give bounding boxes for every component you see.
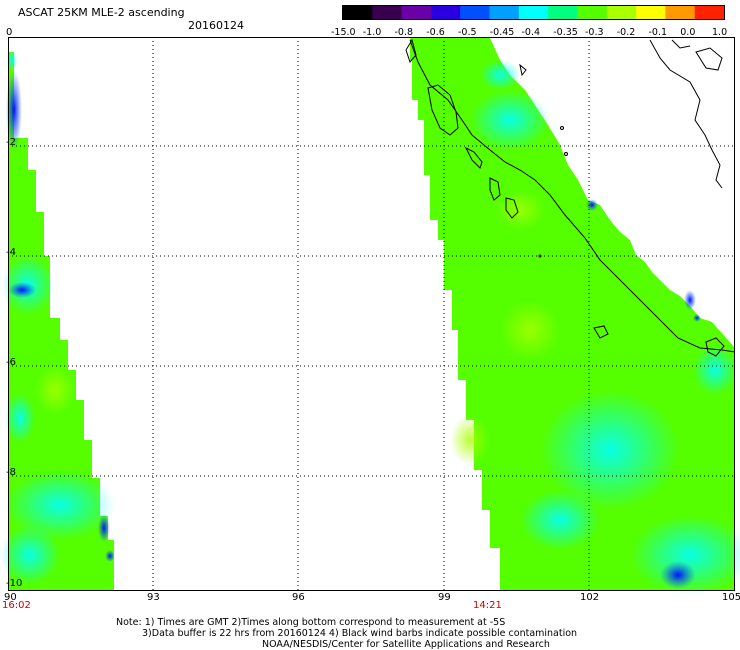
- colorbar-swatch: [665, 6, 696, 19]
- x-tick-label: 102: [580, 592, 600, 603]
- y-tick-label: -2: [6, 137, 16, 148]
- note-line-3: NOAA/NESDIS/Center for Satellite Applica…: [262, 639, 550, 650]
- colorbar-label: -0.45: [489, 27, 515, 38]
- colorbar-label: -0.4: [521, 27, 541, 38]
- colorbar-swatch: [548, 6, 578, 19]
- colorbar-swatch: [518, 6, 549, 19]
- x-tick-label: 99: [438, 592, 451, 603]
- x-tick-label: 96: [292, 592, 305, 603]
- map-date: 20160124: [188, 19, 244, 32]
- colorbar-label: 1.0: [712, 27, 728, 38]
- colorbar-swatch: [636, 6, 666, 19]
- plot-frame: [8, 37, 735, 591]
- note-line-2: 3)Data buffer is 22 hrs from 20160124 4)…: [142, 628, 578, 639]
- colorbar-label: -0.2: [616, 27, 636, 38]
- colorbar-swatch: [694, 6, 725, 19]
- map-title: ASCAT 25KM MLE-2 ascending: [18, 6, 185, 19]
- colorbar-swatch: [372, 6, 403, 19]
- colorbar-swatch: [460, 6, 491, 19]
- colorbar-frame: [342, 5, 725, 20]
- time-left: 16:02: [2, 600, 31, 611]
- note-line-1: Note: 1) Times are GMT 2)Times along bot…: [116, 617, 506, 628]
- colorbar-label: -0.3: [585, 27, 604, 38]
- grid-lines: [8, 37, 735, 590]
- colorbar-swatch: [577, 6, 608, 19]
- time-mid: 14:21: [473, 600, 502, 611]
- colorbar-label: -0.35: [553, 27, 578, 38]
- y-tick-label: -4: [6, 247, 16, 258]
- colorbar-swatch: [489, 6, 520, 19]
- colorbar-label: -15.0: [331, 27, 356, 38]
- y-tick-label: 0: [6, 27, 13, 38]
- colorbar-label: -0.8: [394, 27, 414, 38]
- x-tick-label: 105: [722, 592, 740, 603]
- y-tick-label: -10: [6, 578, 23, 589]
- coastline: [405, 38, 736, 357]
- colorbar-swatch: [430, 6, 461, 19]
- colorbar-swatches: [343, 6, 725, 19]
- colorbar-label: -0.5: [458, 27, 477, 38]
- left-swath: [0, 50, 115, 590]
- colorbar-swatch: [343, 6, 373, 19]
- colorbar-label: -0.1: [648, 27, 668, 38]
- y-tick-label: -8: [6, 467, 16, 478]
- colorbar-swatch: [401, 6, 432, 19]
- y-tick-label: -6: [6, 357, 16, 368]
- colorbar-label: 0.0: [680, 27, 696, 38]
- x-tick-label: 90: [4, 592, 17, 603]
- colorbar-label: -1.0: [362, 27, 382, 38]
- right-swath: [410, 38, 740, 595]
- colorbar-label: -0.6: [426, 27, 445, 38]
- colorbar-swatch: [606, 6, 637, 19]
- x-tick-label: 93: [147, 592, 160, 603]
